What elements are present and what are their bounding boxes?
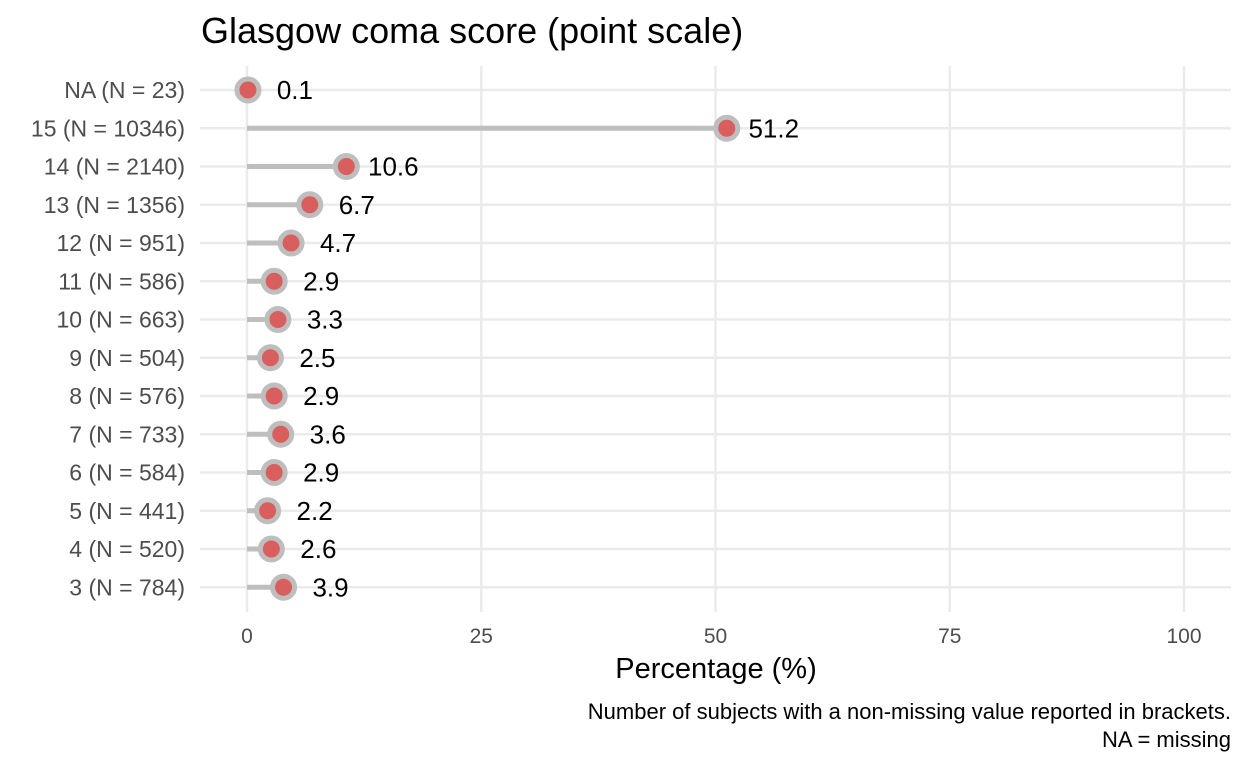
category-label: 6 (N = 584) xyxy=(69,460,185,486)
value-labels: 0.1 51.2 10.6 6.7 4.7 2.9 3.3 2.5 2.9 3.6 2.9 2.2 2.… xyxy=(277,75,799,602)
category-label: 9 (N = 504) xyxy=(69,345,185,371)
category-label: 3 (N = 784) xyxy=(69,574,185,600)
x-tick-label: 75 xyxy=(938,625,961,648)
data-point xyxy=(267,420,295,448)
data-point xyxy=(257,535,285,563)
category-label: 15 (N = 10346) xyxy=(31,115,185,141)
category-label: 10 (N = 663) xyxy=(57,307,186,333)
value-label: 3.3 xyxy=(307,305,343,335)
value-label: 2.6 xyxy=(300,534,336,564)
data-point xyxy=(713,114,741,142)
data-point xyxy=(332,153,360,180)
category-label: 13 (N = 1356) xyxy=(44,192,185,218)
category-label: 7 (N = 733) xyxy=(69,421,185,447)
grid-lines xyxy=(200,66,1231,612)
value-label: 3.9 xyxy=(312,572,348,602)
value-label: 2.9 xyxy=(303,458,339,488)
value-label: 0.1 xyxy=(277,75,313,105)
value-label: 2.9 xyxy=(303,266,339,296)
value-label: 3.6 xyxy=(310,419,346,449)
x-tick-labels: 0 25 50 75 100 xyxy=(241,625,1201,648)
category-label: 4 (N = 520) xyxy=(69,536,185,562)
data-point xyxy=(260,267,288,295)
category-label: 5 (N = 441) xyxy=(69,498,185,524)
value-label: 6.7 xyxy=(339,190,375,220)
caption-line-2: NA = missing xyxy=(1102,727,1231,752)
value-label: 2.5 xyxy=(299,343,335,373)
chart-title: Glasgow coma score (point scale) xyxy=(201,10,743,51)
data-point xyxy=(260,382,288,410)
data-point xyxy=(254,497,282,525)
category-labels: NA (N = 23) 15 (N = 10346) 14 (N = 2140) 13… xyxy=(31,77,185,600)
data-point xyxy=(256,344,284,372)
category-label: 12 (N = 951) xyxy=(57,230,186,256)
x-tick-label: 100 xyxy=(1166,625,1201,648)
x-tick-label: 50 xyxy=(704,625,727,648)
x-tick-label: 25 xyxy=(470,625,493,648)
value-label: 2.2 xyxy=(297,496,333,526)
value-label: 10.6 xyxy=(368,152,419,182)
data-point xyxy=(260,459,288,486)
x-tick-label: 0 xyxy=(241,625,253,648)
caption-line-1: Number of subjects with a non-missing va… xyxy=(588,699,1231,724)
data-point xyxy=(277,229,305,257)
data-point xyxy=(270,573,298,601)
category-label: NA (N = 23) xyxy=(64,77,185,103)
category-label: 8 (N = 576) xyxy=(69,383,185,409)
data-points xyxy=(234,76,741,601)
value-label: 4.7 xyxy=(320,228,356,258)
data-point xyxy=(234,76,262,104)
value-label: 51.2 xyxy=(748,113,799,143)
value-label: 2.9 xyxy=(303,381,339,411)
category-label: 14 (N = 2140) xyxy=(44,154,185,180)
data-point xyxy=(264,306,292,333)
data-point xyxy=(296,191,324,219)
x-axis-title: Percentage (%) xyxy=(615,653,817,685)
category-label: 11 (N = 586) xyxy=(58,268,185,294)
